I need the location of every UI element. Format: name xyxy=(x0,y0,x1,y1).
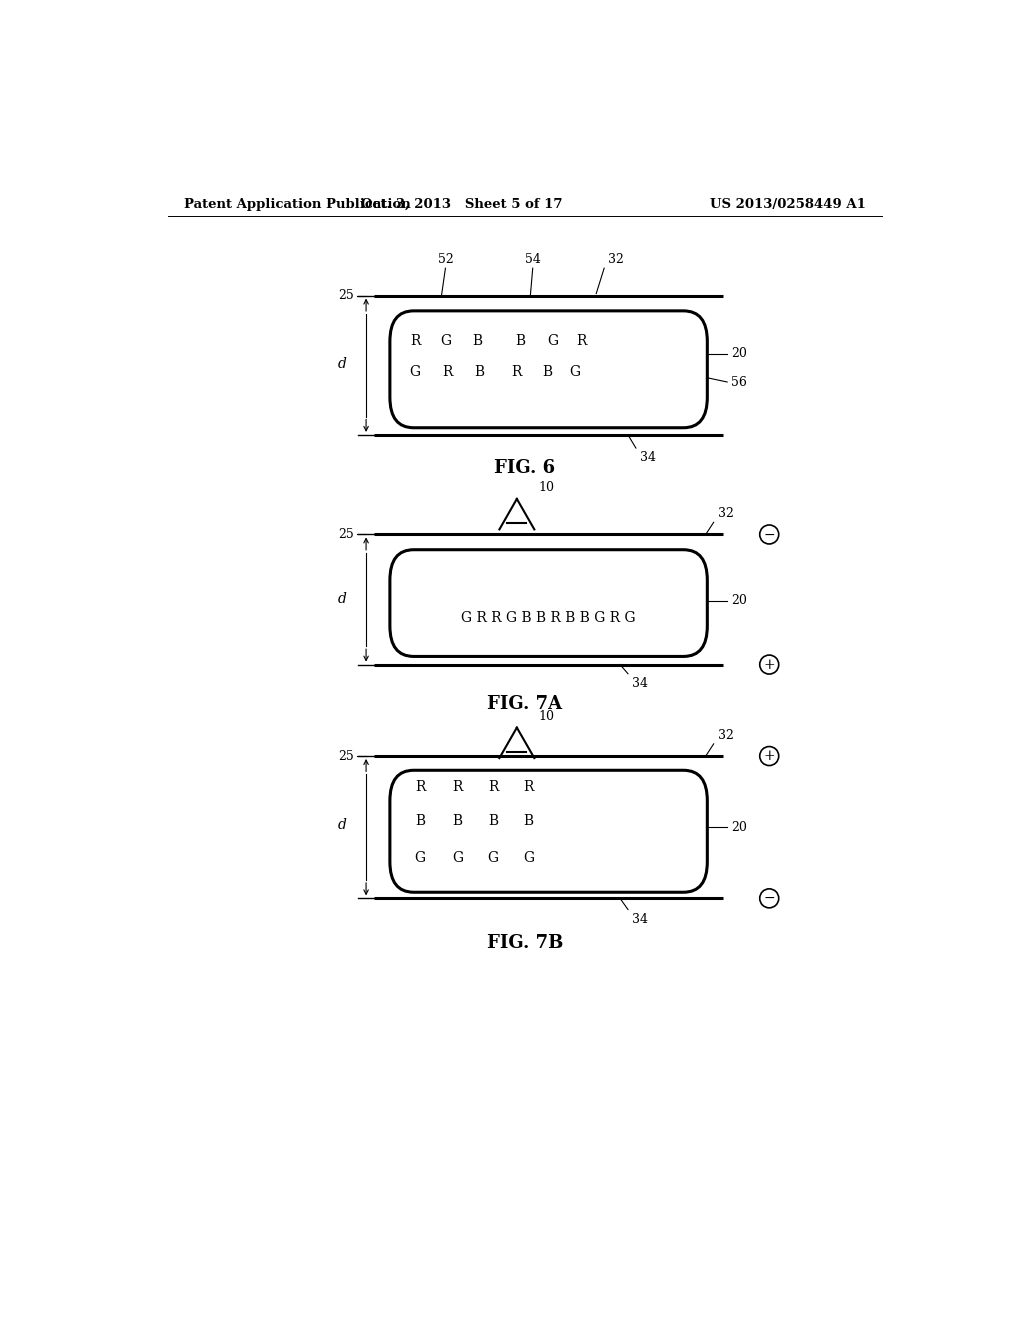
Text: 34: 34 xyxy=(640,451,656,465)
Text: 32: 32 xyxy=(718,729,733,742)
Text: R: R xyxy=(512,364,522,379)
Text: G: G xyxy=(569,364,581,379)
Text: −: − xyxy=(764,891,775,906)
Text: G R R G B B R B B G R G: G R R G B B R B B G R G xyxy=(461,611,636,624)
Text: G: G xyxy=(487,850,499,865)
Text: 10: 10 xyxy=(539,710,554,722)
Text: 25: 25 xyxy=(338,750,354,763)
FancyBboxPatch shape xyxy=(390,771,708,892)
Text: +: + xyxy=(764,748,775,763)
Text: R: R xyxy=(453,780,463,793)
Text: 20: 20 xyxy=(731,347,748,360)
Text: 20: 20 xyxy=(731,821,748,834)
Text: B: B xyxy=(523,814,534,828)
Text: 32: 32 xyxy=(608,253,624,267)
Text: 54: 54 xyxy=(524,253,541,267)
Text: R: R xyxy=(487,780,499,793)
Text: B: B xyxy=(415,814,425,828)
Text: G: G xyxy=(452,850,463,865)
Text: d: d xyxy=(338,356,347,371)
Text: 56: 56 xyxy=(731,375,748,388)
Text: 34: 34 xyxy=(632,677,648,690)
Text: FIG. 7A: FIG. 7A xyxy=(487,696,562,713)
Text: B: B xyxy=(488,814,498,828)
Text: Patent Application Publication: Patent Application Publication xyxy=(183,198,411,211)
Text: R: R xyxy=(415,780,425,793)
Text: R: R xyxy=(523,780,534,793)
Text: d: d xyxy=(338,591,347,606)
FancyBboxPatch shape xyxy=(390,312,708,428)
Text: d: d xyxy=(338,818,347,832)
Text: B: B xyxy=(516,334,526,348)
Text: 34: 34 xyxy=(632,912,648,925)
Text: −: − xyxy=(764,528,775,541)
Text: G: G xyxy=(410,364,421,379)
Text: G: G xyxy=(415,850,426,865)
Text: 25: 25 xyxy=(338,289,354,302)
Text: Oct. 3, 2013   Sheet 5 of 17: Oct. 3, 2013 Sheet 5 of 17 xyxy=(360,198,562,211)
Text: FIG. 7B: FIG. 7B xyxy=(486,935,563,952)
Text: B: B xyxy=(474,364,484,379)
Text: 20: 20 xyxy=(731,594,748,607)
Text: B: B xyxy=(542,364,552,379)
Text: 10: 10 xyxy=(539,480,554,494)
FancyBboxPatch shape xyxy=(390,549,708,656)
Text: G: G xyxy=(547,334,558,348)
Text: US 2013/0258449 A1: US 2013/0258449 A1 xyxy=(711,198,866,211)
Text: 52: 52 xyxy=(437,253,454,267)
Text: 25: 25 xyxy=(338,528,354,541)
Text: G: G xyxy=(440,334,451,348)
Text: R: R xyxy=(577,334,587,348)
Text: R: R xyxy=(410,334,421,348)
Text: B: B xyxy=(472,334,482,348)
Text: +: + xyxy=(764,657,775,672)
Text: G: G xyxy=(523,850,535,865)
Text: B: B xyxy=(453,814,463,828)
Text: R: R xyxy=(441,364,453,379)
Text: 32: 32 xyxy=(718,507,733,520)
Text: FIG. 6: FIG. 6 xyxy=(495,459,555,478)
